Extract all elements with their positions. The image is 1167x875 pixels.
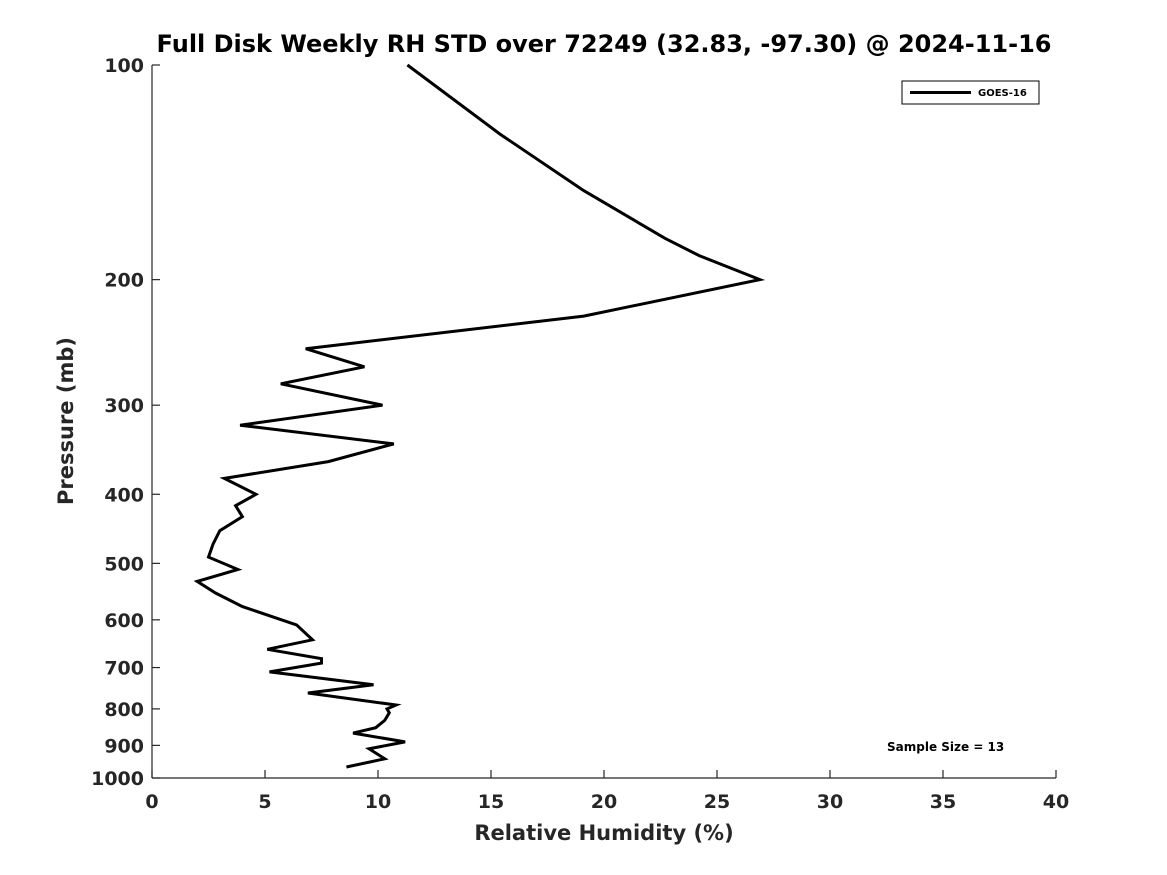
x-tick-label: 35	[930, 791, 956, 813]
x-tick-label: 30	[817, 791, 843, 813]
x-tick-label: 40	[1043, 791, 1069, 813]
legend-label-goes-16: GOES-16	[978, 88, 1027, 99]
x-tick-label: 20	[591, 791, 617, 813]
chart-title: Full Disk Weekly RH STD over 72249 (32.8…	[157, 30, 1052, 58]
x-tick-label: 15	[478, 791, 504, 813]
y-tick-label: 900	[104, 735, 144, 757]
y-tick-label: 1000	[91, 768, 144, 790]
y-tick-label: 300	[104, 395, 144, 417]
y-tick-label: 200	[104, 270, 144, 292]
x-tick-label: 10	[365, 791, 391, 813]
y-tick-label: 500	[104, 553, 144, 575]
plot-axes	[151, 65, 1056, 779]
y-axis-ticks: 100 200 300 400 500 600 700 800 900 1000	[91, 55, 160, 790]
y-tick-label: 600	[104, 610, 144, 632]
x-tick-label: 25	[704, 791, 730, 813]
y-tick-label: 700	[104, 658, 144, 680]
y-tick-label: 800	[104, 699, 144, 721]
x-tick-label: 0	[145, 791, 158, 813]
x-tick-label: 5	[258, 791, 271, 813]
y-tick-label: 100	[104, 55, 144, 77]
sample-size-annotation: Sample Size = 13	[887, 740, 1004, 754]
series-line-goes-16	[193, 63, 766, 769]
legend: GOES-16	[901, 80, 1040, 105]
y-tick-label: 400	[104, 484, 144, 506]
x-axis-ticks: 0 5 10 15 20 25 30 35 40	[145, 770, 1069, 813]
y-axis-label: Pressure (mb)	[54, 337, 78, 505]
x-axis-label: Relative Humidity (%)	[474, 821, 733, 845]
